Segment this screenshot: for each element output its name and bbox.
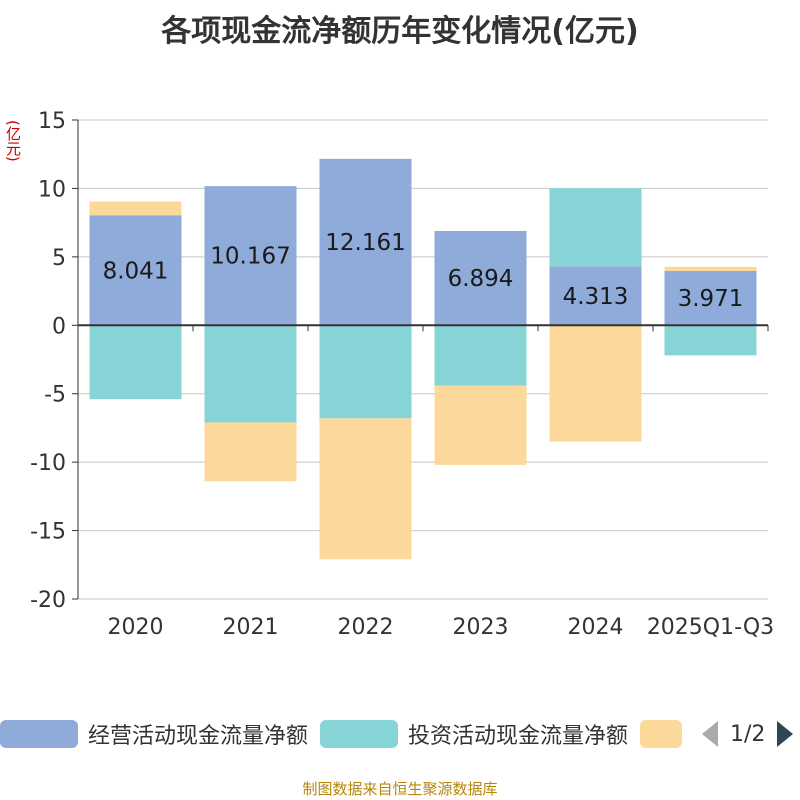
legend-pager: 1/2 bbox=[702, 714, 794, 754]
data-label-2024: 4.313 bbox=[563, 284, 629, 310]
legend-swatch-financing bbox=[640, 720, 682, 748]
x-tick-label-2020: 2020 bbox=[108, 615, 164, 640]
bar-2024-series-2 bbox=[549, 325, 642, 442]
bar-2024-series-1 bbox=[549, 188, 642, 267]
bar-2022-series-2 bbox=[319, 418, 412, 560]
y-axis-unit-label: (亿元) bbox=[4, 120, 22, 162]
legend-label-operating: 经营活动现金流量净额 bbox=[88, 724, 309, 749]
legend-page-indicator: 1/2 bbox=[730, 721, 766, 747]
y-tick-label-0: 15 bbox=[38, 109, 66, 134]
legend: 经营活动现金流量净额 投资活动现金流量净额 1/2 bbox=[0, 714, 800, 754]
legend-swatch-investing bbox=[320, 720, 398, 748]
bar-2024-series-0 bbox=[549, 266, 642, 326]
legend-item-investing[interactable]: 投资活动现金流量净额 bbox=[320, 714, 628, 754]
bar-2022-series-1 bbox=[319, 325, 412, 419]
data-label-2025Q1-Q3: 3.971 bbox=[678, 286, 744, 312]
bar-2020-series-1 bbox=[89, 325, 182, 400]
data-source-note: 制图数据来自恒生聚源数据库 bbox=[302, 780, 498, 798]
bar-2025Q1-Q3-series-1 bbox=[664, 325, 757, 356]
bar-2021-series-0 bbox=[204, 186, 297, 326]
data-label-2022: 12.161 bbox=[325, 230, 405, 256]
x-tick-label-2025Q1-Q3: 2025Q1-Q3 bbox=[647, 615, 774, 640]
data-label-2023: 6.894 bbox=[448, 266, 514, 292]
chart-plot: 15 10 5 0 -5 -10 -15 -20 8.041 2020 10.167 2021 12.1… bbox=[30, 109, 774, 640]
data-label-2020: 8.041 bbox=[103, 258, 169, 284]
bar-2020-series-0 bbox=[89, 215, 182, 326]
y-tick-label-3: 0 bbox=[52, 314, 66, 339]
y-tick-label-4: -5 bbox=[44, 383, 66, 408]
y-tick-label-7: -20 bbox=[30, 588, 66, 613]
x-tick-label-2022: 2022 bbox=[338, 615, 394, 640]
chart-title: 各项现金流净额历年变化情况(亿元) bbox=[161, 14, 639, 49]
y-tick-label-1: 10 bbox=[38, 177, 66, 202]
y-tick-label-6: -15 bbox=[30, 520, 66, 545]
y-tick-label-5: -10 bbox=[30, 451, 66, 476]
bar-2022-series-0 bbox=[319, 158, 412, 326]
x-tick-label-2024: 2024 bbox=[568, 615, 624, 640]
legend-swatch-operating bbox=[0, 720, 78, 748]
bar-2021-series-2 bbox=[204, 422, 297, 482]
bar-2023-series-1 bbox=[434, 325, 527, 386]
bar-2025Q1-Q3-series-2 bbox=[664, 266, 757, 271]
bar-2021-series-1 bbox=[204, 325, 297, 423]
bar-2023-series-2 bbox=[434, 385, 527, 465]
legend-item-operating[interactable]: 经营活动现金流量净额 bbox=[0, 714, 308, 754]
bar-2023-series-0 bbox=[434, 230, 527, 326]
bar-2025Q1-Q3-series-0 bbox=[664, 270, 757, 326]
x-tick-label-2021: 2021 bbox=[223, 615, 279, 640]
legend-prev-page-icon[interactable] bbox=[702, 721, 718, 747]
legend-item-financing[interactable] bbox=[640, 714, 682, 754]
x-tick-label-2023: 2023 bbox=[453, 615, 509, 640]
y-tick-label-2: 5 bbox=[52, 246, 66, 271]
data-label-2021: 10.167 bbox=[210, 244, 290, 270]
legend-next-page-icon[interactable] bbox=[777, 721, 794, 747]
legend-label-investing: 投资活动现金流量净额 bbox=[408, 724, 629, 749]
bar-2020-series-2 bbox=[89, 201, 182, 216]
